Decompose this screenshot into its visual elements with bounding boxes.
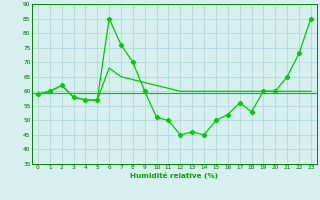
X-axis label: Humidité relative (%): Humidité relative (%) xyxy=(131,172,219,179)
